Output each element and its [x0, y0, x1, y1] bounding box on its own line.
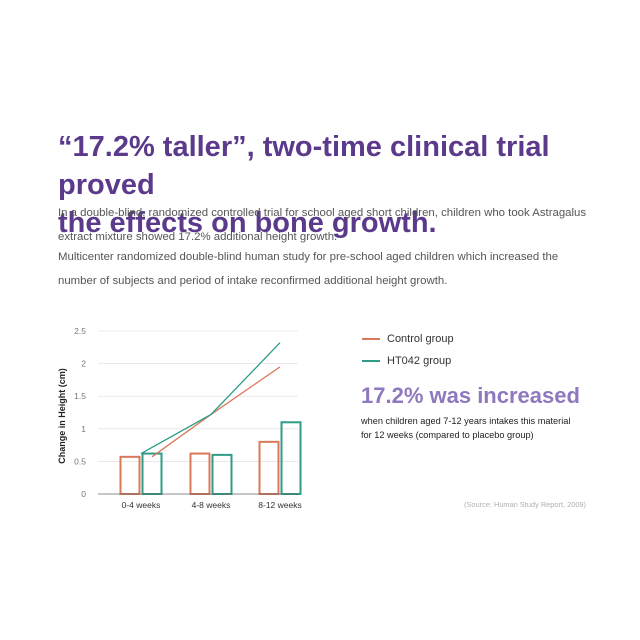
- headline-line-2: the effects on bone growth.: [58, 207, 437, 239]
- x-category-labels: 0-4 weeks 4-8 weeks 8-12 weeks: [122, 500, 302, 510]
- chart-gridlines: [98, 330, 298, 462]
- y-tick-labels: 0 0.5 1 1.5 2 2.5: [74, 326, 86, 499]
- y-tick-label-3: 1.5: [74, 391, 86, 401]
- y-axis-title: Change in Height (cm): [57, 368, 67, 464]
- height-change-chart: 0 0.5 1 1.5 2 2.5 0-4 weeks 4-8 weeks 8-12 week…: [57, 326, 302, 510]
- y-tick-label-2: 1: [81, 424, 86, 434]
- bar-ht042-0: [141, 452, 163, 496]
- y-tick-label-1: 0.5: [74, 456, 86, 466]
- y-tick-label-0: 0: [81, 489, 86, 499]
- bar-ht042-1: [211, 453, 233, 496]
- legend-label-ht042: HT042 group: [387, 355, 452, 367]
- paragraph-2-line-2: number of subjects and period of intake …: [58, 275, 448, 287]
- x-label-0: 0-4 weeks: [122, 500, 161, 510]
- bar-ht042-2: [280, 421, 302, 495]
- trend-line-control: [151, 366, 281, 458]
- y-tick-label-4: 2: [81, 359, 86, 369]
- headline-line-1: “17.2% taller”, two-time clinical trial …: [58, 131, 550, 201]
- y-tick-label-5: 2.5: [74, 326, 86, 336]
- x-label-2: 8-12 weeks: [258, 500, 301, 510]
- source-note: (Source: Human Study Report, 2009): [464, 500, 587, 509]
- bar-control-0: [119, 455, 141, 495]
- paragraph-2: Multicenter randomized double-blind huma…: [58, 245, 603, 293]
- legend-swatch-control: [362, 338, 380, 340]
- chart-trend-lines: [140, 342, 281, 458]
- bar-control-1: [189, 452, 211, 496]
- legend-label-control: Control group: [387, 333, 454, 345]
- highlight-desc-line-2: for 12 weeks (compared to placebo group): [361, 430, 534, 440]
- paragraph-1-line-1: In a double-blind, randomized controlled…: [58, 207, 587, 219]
- chart-bars: [119, 421, 302, 496]
- trend-line-ht042: [140, 342, 281, 455]
- legend-swatch-ht042: [362, 360, 380, 362]
- x-label-1: 4-8 weeks: [192, 500, 231, 510]
- highlight-description: when children aged 7-12 years intakes th…: [361, 414, 611, 442]
- headline: “17.2% taller”, two-time clinical trial …: [58, 128, 618, 242]
- paragraph-1: In a double-blind, randomized controlled…: [58, 201, 603, 249]
- highlight-title: 17.2% was increased: [361, 383, 580, 408]
- paragraph-1-line-2: extract mixture showed 17.2% additional …: [58, 231, 338, 243]
- highlight-desc-line-1: when children aged 7-12 years intakes th…: [361, 416, 571, 426]
- paragraph-2-line-1: Multicenter randomized double-blind huma…: [58, 251, 559, 263]
- bar-control-2: [258, 440, 280, 495]
